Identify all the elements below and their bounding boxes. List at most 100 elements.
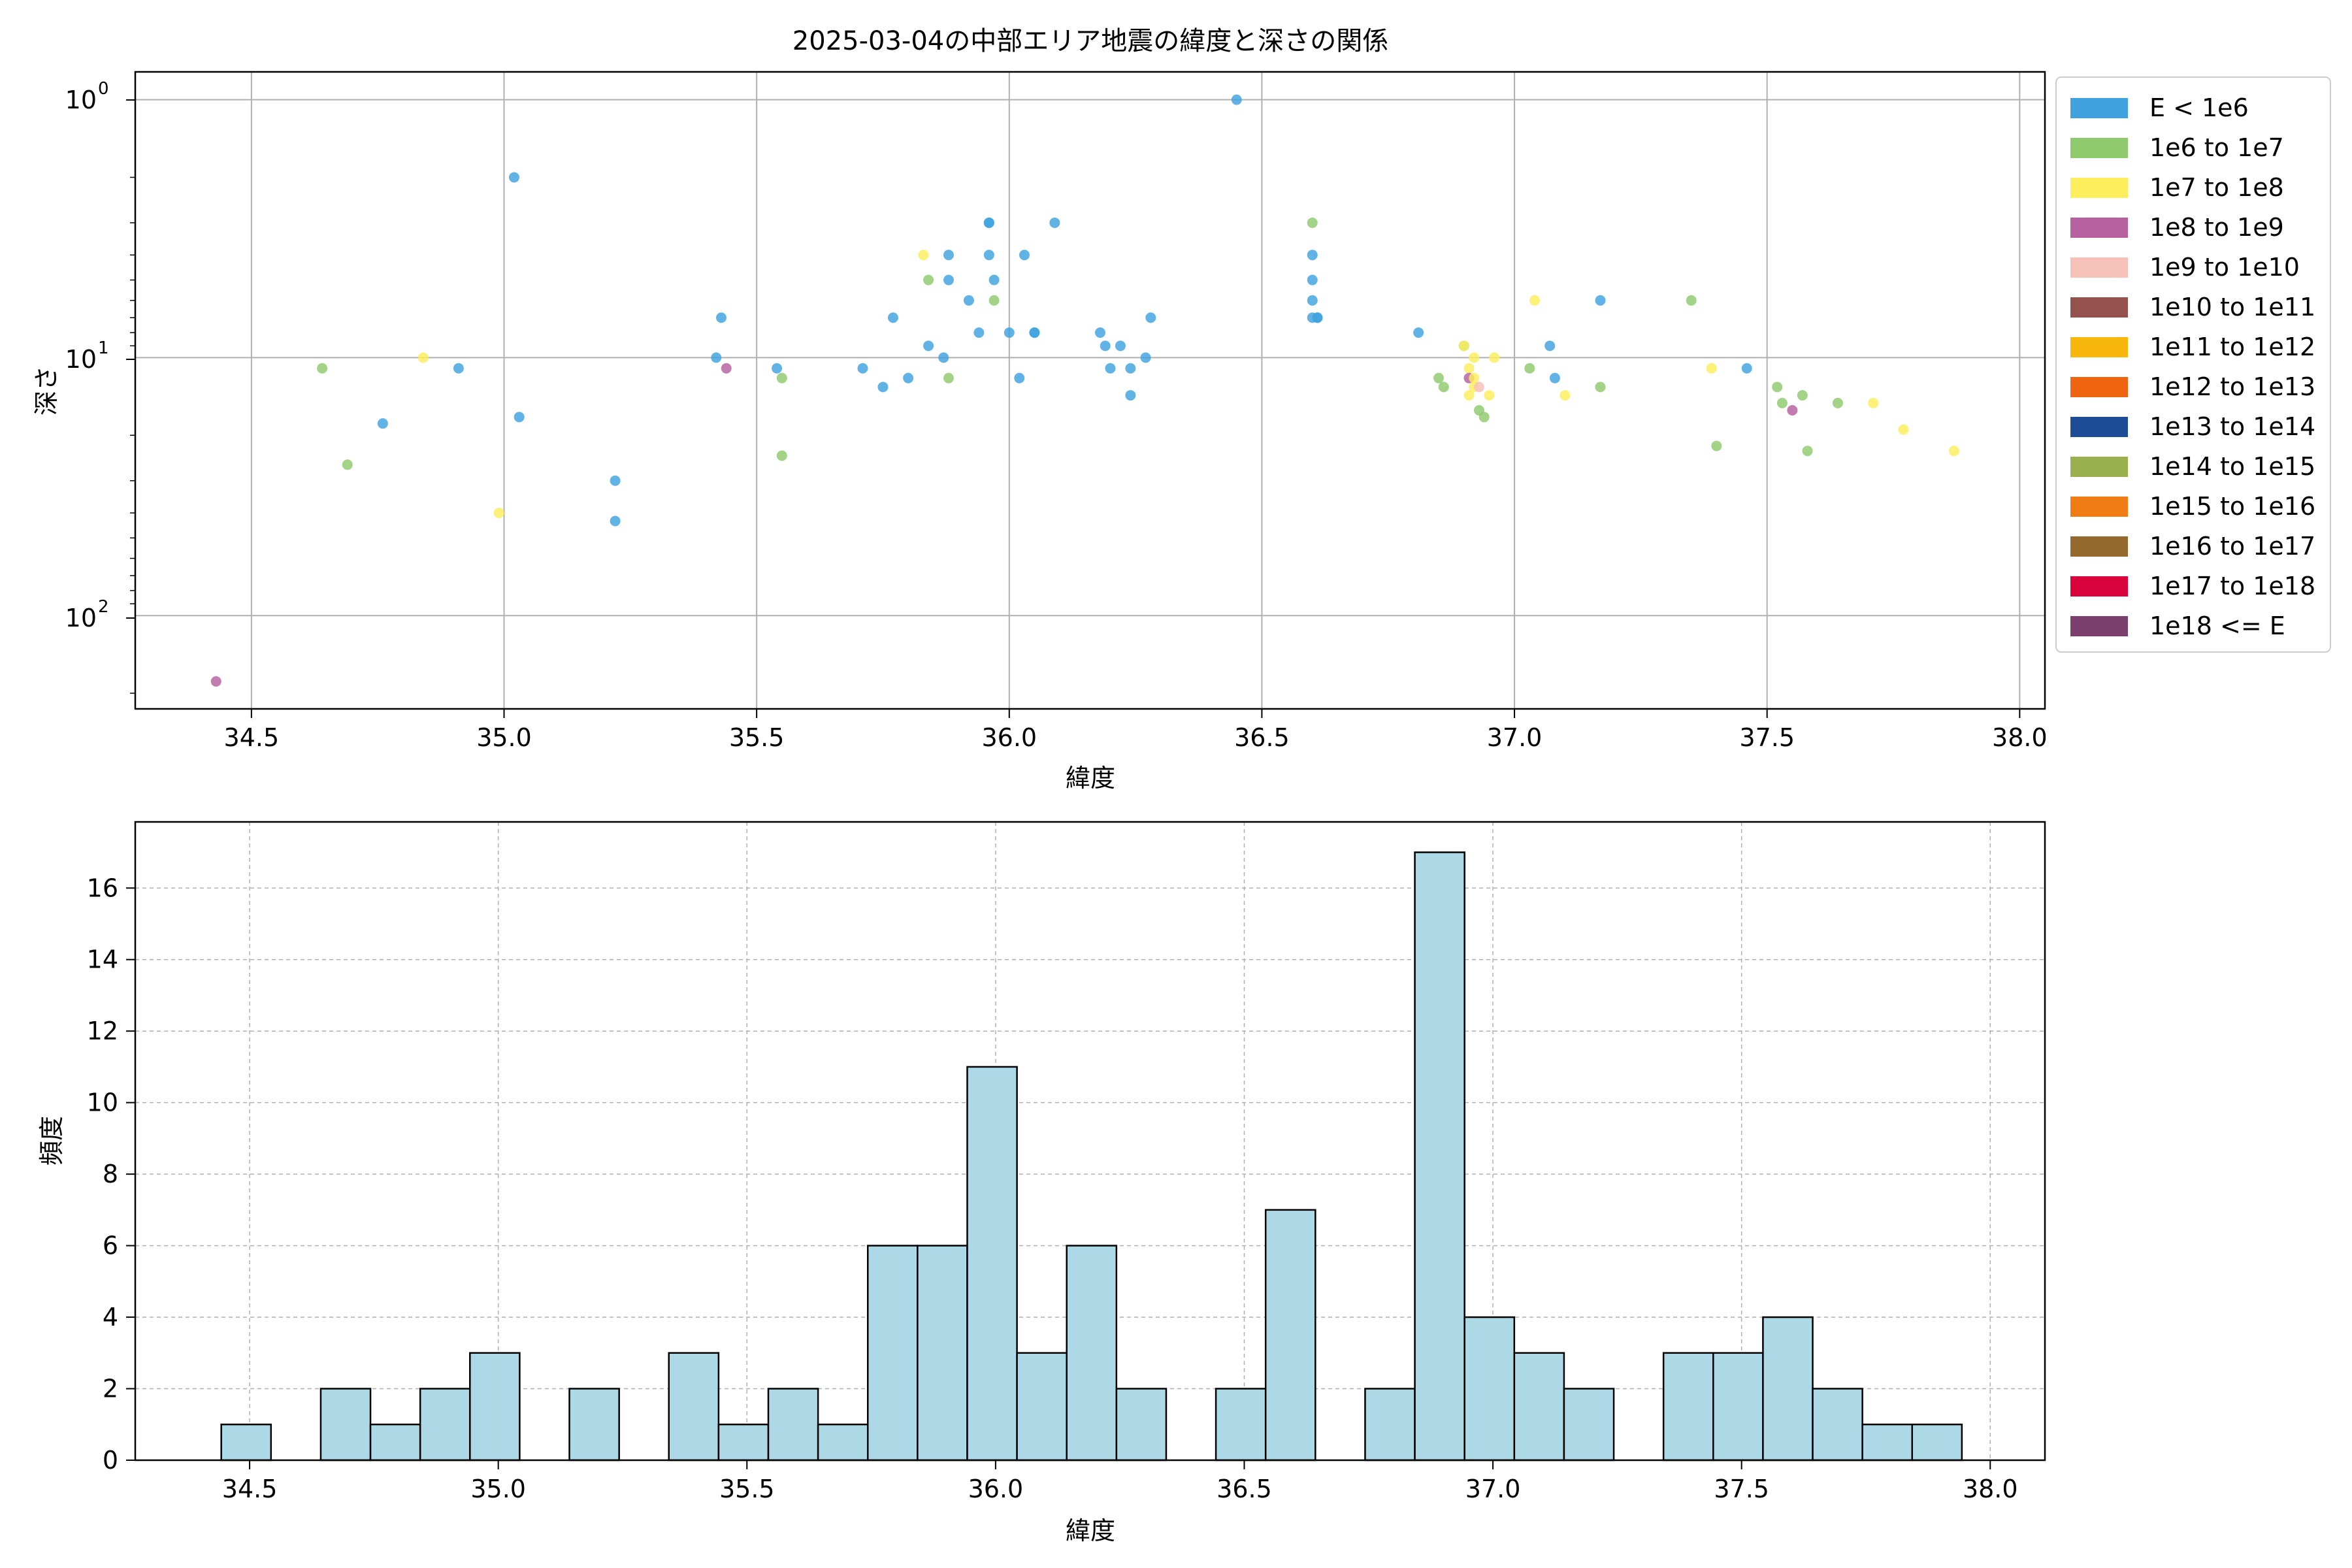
scatter-x-tick: 35.5	[729, 709, 784, 752]
histogram-bar	[817, 1424, 869, 1462]
scatter-point	[1478, 412, 1490, 423]
scatter-point	[1145, 312, 1156, 323]
scatter-point	[1307, 295, 1318, 306]
histogram-y-tick: 12	[87, 1017, 135, 1045]
histogram-bar	[220, 1424, 272, 1462]
histogram-x-tick-label: 36.0	[968, 1475, 1024, 1503]
histogram-y-tick-label: 12	[87, 1017, 118, 1045]
scatter-point	[1029, 327, 1040, 338]
legend-label: 1e13 to 1e14	[2149, 412, 2315, 441]
scatter-point	[973, 327, 985, 338]
scatter-points	[210, 94, 1959, 687]
legend-frame	[2055, 76, 2331, 653]
legend-item: E < 1e6	[2070, 93, 2249, 122]
scatter-panel: 34.5 35.0 35.5 36.0 36.5 37.0 37.5 38.0 10 0 10…	[32, 71, 2048, 792]
histogram-bar	[469, 1352, 521, 1462]
histogram-y-tick-label: 16	[87, 874, 118, 902]
scatter-point	[1560, 390, 1571, 401]
legend-swatch	[2070, 257, 2128, 278]
histogram-x-tick: 37.0	[1465, 1460, 1520, 1503]
histogram-bar	[369, 1424, 421, 1462]
scatter-point	[776, 372, 787, 384]
histogram-x-tick: 37.5	[1714, 1460, 1769, 1503]
scatter-y-ticks: 10 0 10 1 10 2	[65, 79, 135, 632]
histogram-bars	[220, 851, 1963, 1462]
legend-item: 1e13 to 1e14	[2070, 412, 2315, 441]
histogram-bar	[1264, 1209, 1316, 1462]
histogram-y-tick-label: 4	[103, 1303, 118, 1331]
legend-item: 1e6 to 1e7	[2070, 133, 2284, 162]
scatter-point	[1529, 295, 1540, 306]
scatter-point	[1787, 404, 1798, 416]
scatter-x-tick-label: 37.0	[1487, 723, 1543, 752]
histogram-frame	[134, 821, 2046, 1462]
scatter-point	[1100, 340, 1111, 351]
scatter-y-tick-label-base: 10	[65, 604, 97, 632]
scatter-y-tick-label-base: 10	[65, 345, 97, 374]
scatter-point	[1948, 446, 1959, 457]
legend-label: 1e18 <= E	[2149, 612, 2285, 640]
scatter-point	[610, 515, 621, 527]
scatter-point	[711, 352, 722, 363]
scatter-point	[1802, 446, 1813, 457]
scatter-y-tick-label-base: 10	[65, 86, 97, 114]
scatter-point	[943, 274, 954, 286]
histogram-y-tick-label: 6	[103, 1232, 118, 1260]
legend-item: 1e18 <= E	[2070, 612, 2285, 640]
scatter-x-tick: 37.0	[1487, 709, 1543, 752]
scatter-point	[417, 352, 429, 363]
legend-label: 1e8 to 1e9	[2149, 213, 2284, 242]
scatter-point	[342, 459, 353, 470]
histogram-bar	[866, 1245, 919, 1462]
scatter-point	[1463, 390, 1475, 401]
histogram-y-tick-label: 14	[87, 945, 118, 974]
scatter-point	[877, 382, 889, 393]
scatter-y-tick-label-exp: 0	[98, 79, 109, 99]
legend-item: 1e17 to 1e18	[2070, 572, 2315, 600]
scatter-point	[1544, 340, 1556, 351]
histogram-bar	[1911, 1424, 1963, 1462]
histogram-bar	[966, 1066, 1018, 1462]
histogram-bar	[1463, 1316, 1516, 1462]
scatter-point	[1004, 327, 1015, 338]
scatter-x-tick-label: 38.0	[1992, 723, 2048, 752]
scatter-point	[1413, 327, 1424, 338]
histogram-y-tick-label: 8	[103, 1160, 118, 1188]
legend-swatch	[2070, 377, 2128, 397]
histogram-bar	[1066, 1245, 1118, 1462]
legend-swatch	[2070, 616, 2128, 636]
histogram-y-axis-label: 頻度	[37, 1116, 66, 1166]
legend-swatch	[2070, 576, 2128, 596]
legend-label: 1e14 to 1e15	[2149, 452, 2315, 481]
legend-items: E < 1e6 1e6 to 1e7 1e7 to 1e8 1e8 to 1e9 1e9…	[2070, 93, 2315, 640]
scatter-point	[1469, 372, 1480, 384]
histogram-bar	[1414, 851, 1465, 1462]
legend-item: 1e16 to 1e17	[2070, 532, 2315, 561]
scatter-point	[988, 295, 1000, 306]
legend-label: 1e10 to 1e11	[2149, 293, 2315, 321]
scatter-point	[943, 250, 954, 261]
legend-swatch	[2070, 337, 2128, 357]
legend-item: 1e9 to 1e10	[2070, 253, 2300, 282]
scatter-point	[1797, 390, 1808, 401]
histogram-x-tick: 38.0	[1963, 1460, 2018, 1503]
histogram-y-tick-label: 2	[103, 1375, 118, 1403]
legend-label: 1e11 to 1e12	[2149, 333, 2315, 361]
scatter-point	[1741, 363, 1752, 374]
scatter-point	[377, 418, 388, 429]
legend-item: 1e11 to 1e12	[2070, 333, 2315, 361]
scatter-point	[1473, 382, 1484, 393]
legend-item: 1e7 to 1e8	[2070, 173, 2284, 202]
legend-swatch	[2070, 497, 2128, 517]
legend-swatch	[2070, 297, 2128, 318]
scatter-x-tick: 36.0	[981, 709, 1037, 752]
scatter-point	[1115, 340, 1126, 351]
legend-label: 1e12 to 1e13	[2149, 372, 2315, 401]
legend-swatch	[2070, 457, 2128, 477]
histogram-x-tick: 34.5	[222, 1460, 277, 1503]
scatter-point	[988, 274, 1000, 286]
scatter-y-axis-label: 深さ	[32, 366, 61, 416]
scatter-point	[514, 412, 525, 423]
legend-item: 1e15 to 1e16	[2070, 492, 2315, 521]
scatter-x-tick: 35.0	[476, 709, 532, 752]
